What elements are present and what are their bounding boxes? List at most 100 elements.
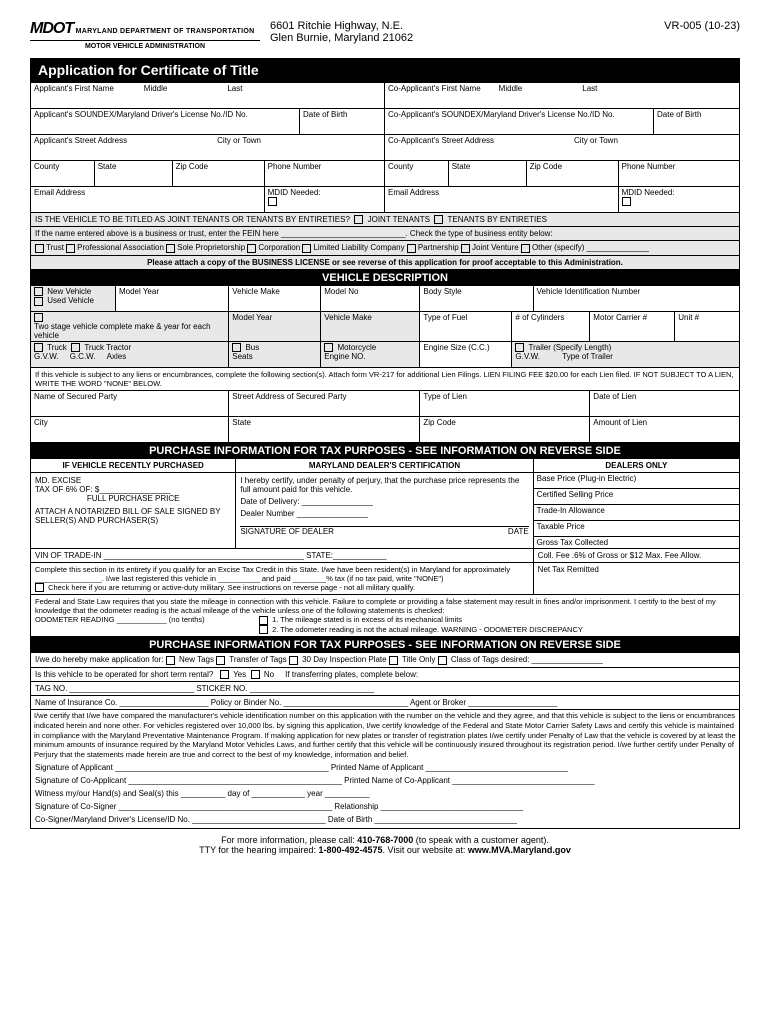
- other-lbl: Other (specify) ______________: [532, 243, 649, 252]
- yes-cb[interactable]: [220, 670, 229, 679]
- bs-lbl: Body Style: [423, 287, 529, 296]
- corp-cb[interactable]: [247, 244, 256, 253]
- titleonly-cb[interactable]: [389, 656, 398, 665]
- odo2-cb[interactable]: [259, 625, 268, 634]
- no-lbl: No: [264, 670, 274, 679]
- newtags-cb[interactable]: [166, 656, 175, 665]
- vd-row1: New Vehicle Used Vehicle Model Year Vehi…: [31, 286, 739, 312]
- pi-title2: PURCHASE INFORMATION FOR TAX PURPOSES - …: [31, 637, 739, 653]
- email-row: Email Address MDID Needed: Email Address…: [31, 187, 739, 213]
- trust-cb[interactable]: [35, 244, 44, 253]
- dob-lbl: Date of Birth: [303, 110, 381, 119]
- complete-lbl: Complete this section in its entirety if…: [35, 565, 529, 583]
- base-lbl: Base Price (Plug-in Electric): [534, 473, 739, 489]
- street-row: Applicant's Street AddressCity or Town C…: [31, 135, 739, 161]
- pi-headers: IF VEHICLE RECENTLY PURCHASED MARYLAND D…: [31, 459, 739, 473]
- soundex-lbl: Applicant's SOUNDEX/Maryland Driver's Li…: [34, 110, 296, 119]
- transfer-lbl: Transfer of Tags: [229, 655, 286, 664]
- vd-row2: Two stage vehicle complete make & year f…: [31, 312, 739, 342]
- lien-row2: City State Zip Code Amount of Lien: [31, 417, 739, 443]
- zip-lbl: Zip Code: [176, 162, 261, 171]
- trailer-cb[interactable]: [515, 343, 524, 352]
- corp-lbl: Corporation: [258, 243, 300, 252]
- day30-cb[interactable]: [289, 656, 298, 665]
- vd-title: VEHICLE DESCRIPTION: [31, 270, 739, 286]
- app-middle-lbl: Middle: [144, 84, 168, 93]
- sp-cb[interactable]: [166, 244, 175, 253]
- fpp-lbl: FULL PURCHASE PRICE: [35, 494, 231, 503]
- moto-cb[interactable]: [324, 343, 333, 352]
- odo1-cb[interactable]: [259, 616, 268, 625]
- part-lbl: Partnership: [418, 243, 459, 252]
- fedstate-lbl: Federal and State Law requires that you …: [35, 597, 735, 615]
- tax6-lbl: TAX OF 6% OF: $________________: [35, 485, 231, 494]
- pa-cb[interactable]: [66, 244, 75, 253]
- odo2-lbl: 2. The odometer reading is not the actua…: [272, 625, 583, 634]
- state-lbl: State: [98, 162, 169, 171]
- sigdealer-lbl: SIGNATURE OF DEALER: [240, 527, 334, 536]
- trailer-lbl: Trailer (Specify Length): [528, 343, 611, 352]
- eno-lbl: Engine NO.: [324, 352, 416, 361]
- truck-cb[interactable]: [34, 343, 43, 352]
- form-number: VR-005 (10-23): [664, 20, 740, 32]
- pi-title: PURCHASE INFORMATION FOR TAX PURPOSES - …: [31, 443, 739, 459]
- new-lbl: New Vehicle: [47, 287, 91, 296]
- joint-q: IS THE VEHICLE TO BE TITLED AS JOINT TEN…: [35, 215, 350, 224]
- jt-checkbox[interactable]: [354, 215, 363, 224]
- certify-lbl: I hereby certify, under penalty of perju…: [240, 476, 528, 494]
- sigcosign-row: Signature of Co-Signer _________________…: [31, 800, 739, 813]
- tt-cb[interactable]: [71, 343, 80, 352]
- part-cb[interactable]: [407, 244, 416, 253]
- lstate-lbl: State: [232, 418, 416, 427]
- app-for-row: I/we do hereby make application for: New…: [31, 653, 739, 667]
- witness-row: Witness my/our Hand(s) and Seal(s) this …: [31, 787, 739, 800]
- seats-lbl: Seats: [232, 352, 317, 361]
- odoread-lbl: ODOMETER READING ____________ (no tenths…: [35, 615, 259, 634]
- cert-para: I/we certify that I/we have compared the…: [31, 710, 739, 761]
- transfer-cb[interactable]: [216, 656, 225, 665]
- coapp-middle-lbl: Middle: [499, 84, 523, 93]
- form-body: Applicant's First NameMiddleLast Co-Appl…: [30, 82, 740, 829]
- excise-lbl: MD. EXCISE: [35, 476, 231, 485]
- unit-lbl: Unit #: [678, 313, 736, 322]
- tt-lbl: Truck Tractor: [84, 343, 131, 352]
- shortterm-lbl: Is this vehicle to be operated for short…: [35, 670, 213, 679]
- tia-lbl: Trade-In Allowance: [534, 505, 739, 521]
- app-first-lbl: Applicant's First Name: [34, 84, 114, 93]
- phone-lbl: Phone Number: [268, 162, 381, 171]
- axles-lbl: Axles: [107, 352, 127, 361]
- form-title: Application for Certificate of Title: [30, 58, 740, 82]
- pi-col3: Base Price (Plug-in Electric) Certified …: [534, 473, 739, 548]
- new-cb[interactable]: [34, 287, 43, 296]
- tp-lbl: Taxable Price: [534, 521, 739, 537]
- vmake2-lbl: Vehicle Make: [324, 313, 416, 322]
- coemail-lbl: Email Address: [388, 188, 615, 197]
- shortterm-row: Is this vehicle to be operated for short…: [31, 668, 739, 682]
- other-cb[interactable]: [521, 244, 530, 253]
- vd-row3: Truck Truck Tractor G.V.W. G.C.W. Axles …: [31, 342, 739, 368]
- mdid-lbl: MDID Needed:: [268, 188, 381, 197]
- jv-cb[interactable]: [461, 244, 470, 253]
- te-checkbox[interactable]: [434, 215, 443, 224]
- pi-col2: I hereby certify, under penalty of perju…: [236, 473, 533, 548]
- col1h: IF VEHICLE RECENTLY PURCHASED: [31, 459, 236, 472]
- class-lbl: Class of Tags desired: ________________: [451, 655, 603, 664]
- tot-lbl: Type of Trailer: [562, 352, 613, 361]
- military-cb[interactable]: [35, 583, 44, 592]
- llc-cb[interactable]: [302, 244, 311, 253]
- comdid-checkbox[interactable]: [622, 197, 631, 206]
- csp-lbl: Certified Selling Price: [534, 489, 739, 505]
- sigco-row: Signature of Co-Applicant ______________…: [31, 774, 739, 787]
- pa-lbl: Professional Association: [77, 243, 164, 252]
- class-cb[interactable]: [438, 656, 447, 665]
- mdid-checkbox[interactable]: [268, 197, 277, 206]
- truck-lbl: Truck: [47, 343, 67, 352]
- address-block: 6601 Ritchie Highway, N.E. Glen Burnie, …: [260, 20, 664, 44]
- no-cb[interactable]: [251, 670, 260, 679]
- lcity-lbl: City: [34, 418, 225, 427]
- twostage-cb[interactable]: [34, 313, 43, 322]
- ntr-lbl: Net Tax Remitted: [534, 563, 739, 595]
- odo1-lbl: 1. The mileage stated is in excess of it…: [272, 615, 462, 624]
- bus-cb[interactable]: [232, 343, 241, 352]
- used-cb[interactable]: [34, 297, 43, 306]
